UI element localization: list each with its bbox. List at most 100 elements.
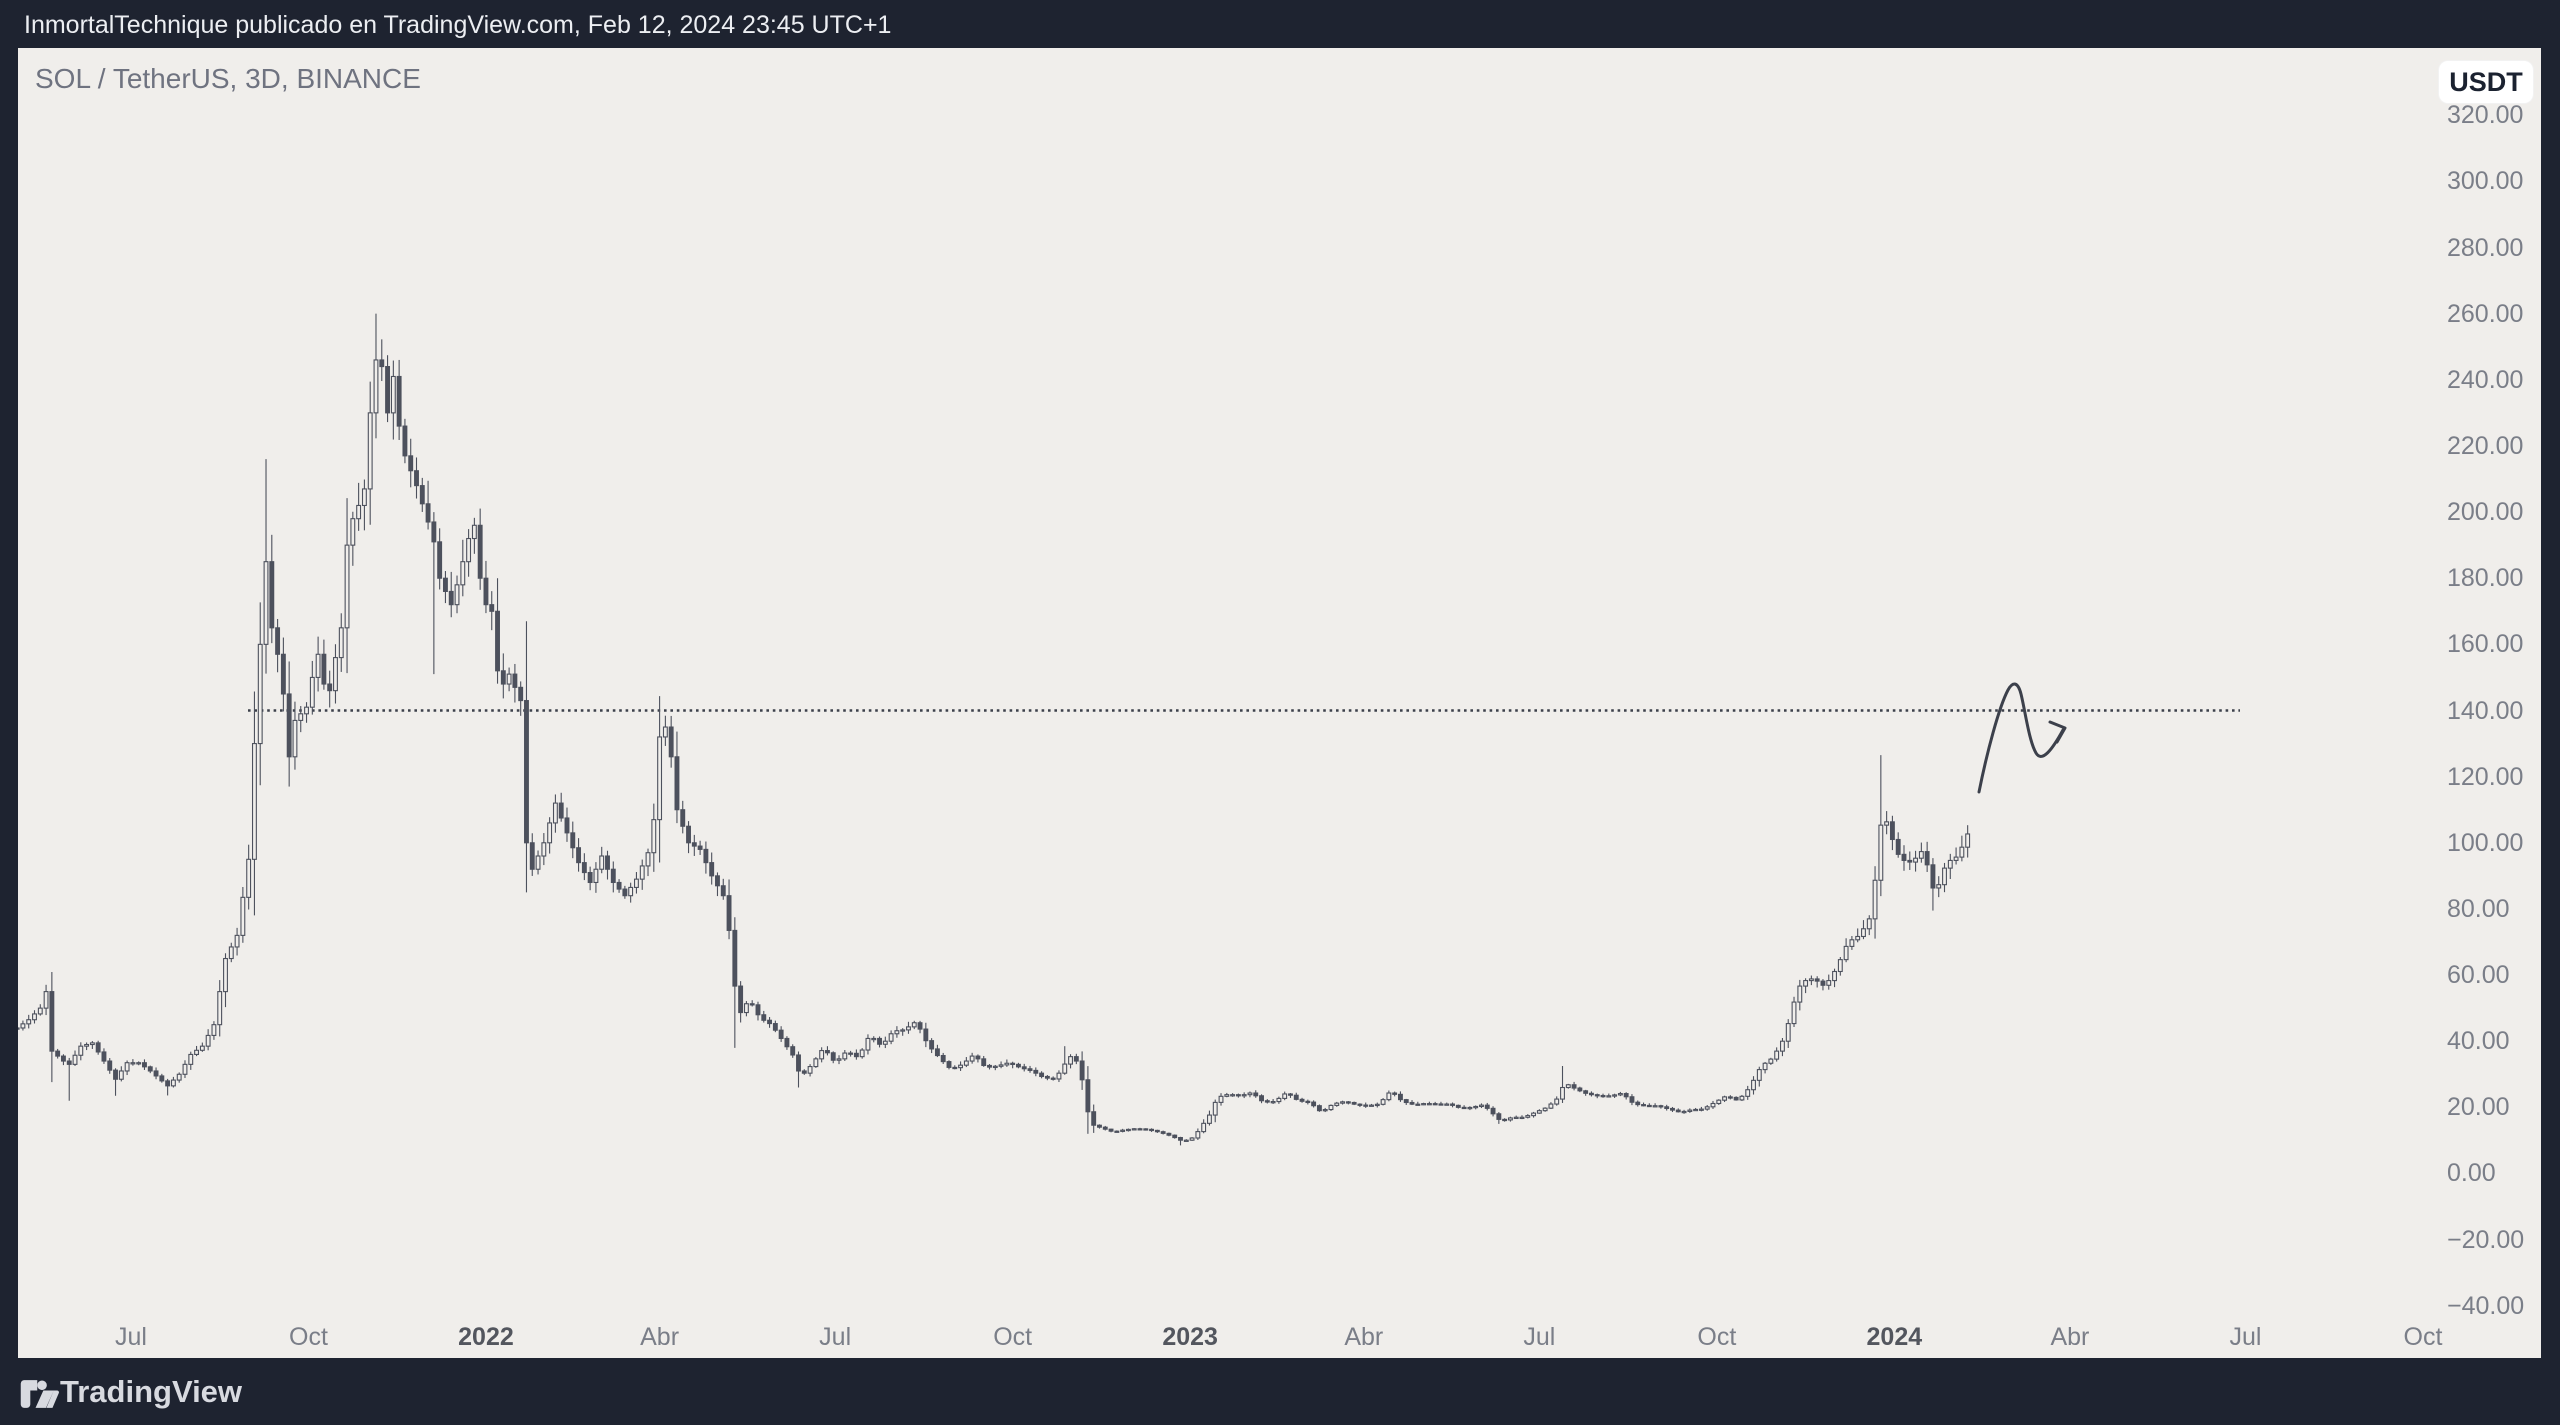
candle	[165, 1078, 171, 1096]
candle	[709, 852, 715, 885]
candle	[234, 927, 240, 956]
candle	[217, 980, 223, 1037]
attribution-text: InmortalTechnique publicado en TradingVi…	[24, 11, 892, 39]
candle	[489, 591, 495, 631]
candle	[1687, 1108, 1693, 1113]
candle	[1444, 1102, 1450, 1106]
candle	[101, 1048, 107, 1064]
candle	[170, 1076, 176, 1088]
candle	[333, 644, 338, 704]
candle	[1299, 1097, 1305, 1103]
candle	[662, 715, 668, 746]
candle	[1455, 1104, 1461, 1109]
candle	[477, 508, 483, 590]
candle	[1218, 1093, 1224, 1106]
candle	[1432, 1101, 1438, 1106]
candle	[981, 1055, 987, 1067]
candle	[680, 800, 686, 834]
candle	[466, 529, 472, 577]
time-tick-label: Oct	[2403, 1323, 2443, 1351]
candle	[1861, 920, 1866, 940]
candle	[1496, 1112, 1502, 1124]
time-tick-label: Jul	[1523, 1323, 1556, 1351]
candle	[1450, 1102, 1455, 1108]
candle	[819, 1047, 825, 1063]
candle	[1762, 1061, 1768, 1074]
candle	[1235, 1093, 1241, 1098]
candle	[1270, 1098, 1276, 1104]
price-tick-label: 320.00	[2447, 101, 2524, 130]
candle	[1895, 832, 1901, 858]
currency-badge[interactable]: USDT	[2438, 60, 2534, 104]
candle	[431, 512, 437, 675]
candle	[506, 667, 512, 692]
candle	[425, 480, 431, 530]
candle	[1340, 1100, 1346, 1105]
chart-card: SOL / TetherUS, 3D, BINANCE 320.00 300.00…	[18, 48, 2541, 1358]
candle	[367, 381, 373, 525]
price-tick-label: 300.00	[2447, 167, 2524, 196]
candle	[1316, 1104, 1322, 1112]
candle	[1519, 1115, 1525, 1120]
candle	[1843, 938, 1849, 963]
candle	[755, 1001, 761, 1021]
candle	[1745, 1085, 1751, 1100]
candle	[66, 1057, 72, 1101]
candle	[1959, 835, 1965, 862]
candle	[1021, 1063, 1027, 1072]
candle	[1276, 1096, 1282, 1104]
candle	[691, 834, 697, 856]
candle	[1646, 1103, 1652, 1108]
time-tick-label: Oct	[1697, 1323, 1737, 1351]
candle	[448, 571, 454, 618]
candle	[1143, 1128, 1149, 1131]
candle	[1206, 1110, 1212, 1126]
candle	[813, 1057, 819, 1068]
candle	[1027, 1065, 1033, 1073]
candle	[599, 846, 605, 874]
candle	[1617, 1091, 1623, 1097]
price-tick-label: 100.00	[2447, 828, 2524, 857]
time-tick-label: Jul	[819, 1323, 852, 1351]
candle	[1172, 1134, 1178, 1139]
time-tick-label: Abr	[640, 1323, 680, 1351]
candle	[356, 482, 362, 531]
candle	[275, 618, 281, 673]
candle	[1588, 1091, 1594, 1097]
candle	[1542, 1107, 1548, 1112]
candle	[1525, 1114, 1531, 1119]
candle	[1288, 1093, 1293, 1098]
candle	[1224, 1092, 1230, 1098]
candle	[934, 1044, 940, 1058]
candle	[37, 1004, 43, 1016]
candle	[1380, 1098, 1386, 1106]
candle	[437, 528, 443, 590]
price-tick-label: −40.00	[2447, 1291, 2525, 1320]
candle	[564, 807, 570, 842]
candle	[107, 1058, 113, 1074]
candle	[1866, 915, 1872, 936]
price-tick-label: 40.00	[2447, 1027, 2510, 1056]
candle	[1502, 1118, 1508, 1122]
candle	[159, 1073, 165, 1083]
candle	[1965, 825, 1971, 858]
candle	[153, 1067, 159, 1080]
candle	[1125, 1128, 1131, 1132]
candle	[1230, 1093, 1236, 1097]
candle	[1785, 1019, 1791, 1048]
candle	[454, 575, 460, 614]
candle	[292, 701, 298, 770]
candle	[1623, 1092, 1629, 1100]
candle	[1675, 1108, 1681, 1113]
candle	[1183, 1139, 1189, 1142]
candle	[639, 859, 645, 890]
candle	[1710, 1100, 1716, 1109]
candle	[1386, 1090, 1392, 1102]
candle	[552, 794, 558, 833]
candle	[1901, 845, 1907, 871]
candle	[749, 1000, 755, 1007]
price-tick-label: 60.00	[2447, 961, 2510, 990]
price-tick-label: 240.00	[2447, 365, 2524, 394]
price-tick-label: 220.00	[2447, 431, 2524, 460]
candle	[1334, 1101, 1340, 1107]
